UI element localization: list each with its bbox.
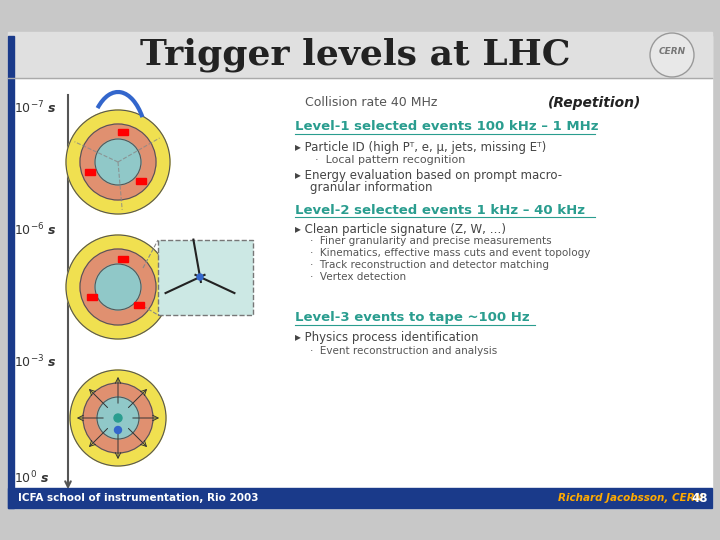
Bar bbox=[85, 169, 95, 176]
Text: $10^{-3}$ s: $10^{-3}$ s bbox=[14, 354, 57, 370]
Text: Level-2 selected events 1 kHz – 40 kHz: Level-2 selected events 1 kHz – 40 kHz bbox=[295, 204, 585, 217]
Circle shape bbox=[95, 139, 141, 185]
Text: ·  Vertex detection: · Vertex detection bbox=[310, 272, 406, 282]
Text: ICFA school of instrumentation, Rio 2003: ICFA school of instrumentation, Rio 2003 bbox=[18, 493, 258, 503]
Circle shape bbox=[114, 427, 122, 434]
Bar bbox=[8, 36, 14, 508]
Text: ▸ Particle ID (high Pᵀ, e, μ, jets, missing Eᵀ): ▸ Particle ID (high Pᵀ, e, μ, jets, miss… bbox=[295, 140, 546, 153]
Bar bbox=[8, 32, 712, 78]
Text: Richard Jacobsson, CERN: Richard Jacobsson, CERN bbox=[558, 493, 703, 503]
Text: ·  Finer granularity and precise measurements: · Finer granularity and precise measurem… bbox=[310, 236, 552, 246]
Text: ·  Local pattern recognition: · Local pattern recognition bbox=[315, 155, 465, 165]
Text: Collision rate 40 MHz: Collision rate 40 MHz bbox=[305, 97, 437, 110]
Text: $10^{-6}$ s: $10^{-6}$ s bbox=[14, 222, 57, 238]
Circle shape bbox=[70, 370, 166, 466]
Text: $10^{0}$ s: $10^{0}$ s bbox=[14, 470, 49, 487]
Text: Trigger levels at LHC: Trigger levels at LHC bbox=[140, 38, 570, 72]
Text: Level-3 events to tape ~100 Hz: Level-3 events to tape ~100 Hz bbox=[295, 312, 530, 325]
Bar bbox=[118, 256, 128, 262]
Circle shape bbox=[83, 383, 153, 453]
Bar bbox=[158, 240, 253, 315]
Bar bbox=[118, 130, 128, 136]
Circle shape bbox=[114, 414, 122, 422]
Text: Level-1 selected events 100 kHz – 1 MHz: Level-1 selected events 100 kHz – 1 MHz bbox=[295, 120, 598, 133]
Text: ▸ Energy evaluation based on prompt macro-: ▸ Energy evaluation based on prompt macr… bbox=[295, 170, 562, 183]
Circle shape bbox=[650, 33, 694, 77]
Bar bbox=[136, 178, 146, 184]
Bar bbox=[135, 302, 145, 308]
Circle shape bbox=[66, 110, 170, 214]
Bar bbox=[86, 294, 96, 300]
Bar bbox=[8, 36, 712, 508]
Text: $10^{-7}$ s: $10^{-7}$ s bbox=[14, 100, 57, 116]
Text: ▸ Physics process identification: ▸ Physics process identification bbox=[295, 332, 479, 345]
Text: ·  Track reconstruction and detector matching: · Track reconstruction and detector matc… bbox=[310, 260, 549, 270]
Circle shape bbox=[97, 397, 139, 439]
Text: ·  Kinematics, effective mass cuts and event topology: · Kinematics, effective mass cuts and ev… bbox=[310, 248, 590, 258]
Text: (Repetition): (Repetition) bbox=[548, 96, 642, 110]
Circle shape bbox=[80, 249, 156, 325]
Circle shape bbox=[80, 124, 156, 200]
Text: ·  Event reconstruction and analysis: · Event reconstruction and analysis bbox=[310, 346, 498, 356]
Text: CERN: CERN bbox=[658, 48, 685, 57]
Bar bbox=[8, 488, 712, 508]
Text: granular information: granular information bbox=[310, 181, 433, 194]
Text: 48: 48 bbox=[692, 491, 708, 504]
Text: ▸ Clean particle signature (Z, W, …): ▸ Clean particle signature (Z, W, …) bbox=[295, 222, 506, 235]
Circle shape bbox=[66, 235, 170, 339]
Circle shape bbox=[197, 274, 203, 280]
Circle shape bbox=[95, 264, 141, 310]
